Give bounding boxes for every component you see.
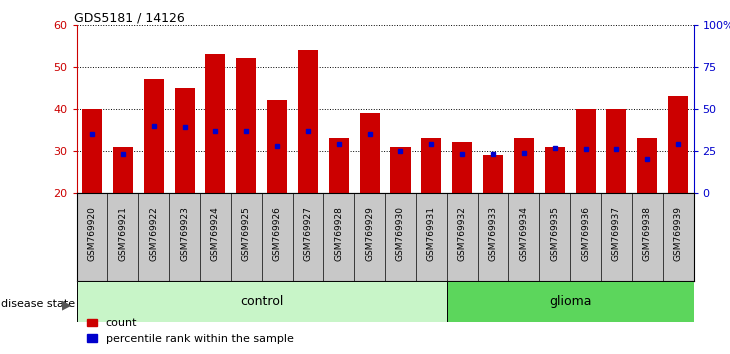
Text: glioma: glioma [549,295,591,308]
Bar [637,138,657,193]
Bar [483,155,503,193]
Text: GSM769923: GSM769923 [180,206,189,261]
Bar [514,138,534,193]
Text: GSM769932: GSM769932 [458,206,466,261]
Legend: count, percentile rank within the sample: count, percentile rank within the sample [82,314,298,348]
Bar [360,113,380,193]
Bar [113,147,133,193]
Text: GSM769939: GSM769939 [674,206,683,261]
Text: GSM769931: GSM769931 [427,206,436,261]
Text: GSM769927: GSM769927 [304,206,312,261]
Bar [77,281,447,322]
Text: GSM769921: GSM769921 [118,206,128,261]
Bar [82,109,102,193]
Bar [267,101,287,193]
Text: GSM769928: GSM769928 [334,206,343,261]
Bar [205,54,226,193]
Text: GSM769934: GSM769934 [519,206,529,261]
Bar [298,50,318,193]
Bar [237,58,256,193]
Bar [328,138,349,193]
Bar [545,147,565,193]
Bar [174,88,195,193]
Bar [452,143,472,193]
Text: ▶: ▶ [62,298,72,311]
Text: disease state: disease state [1,299,76,309]
Text: GDS5181 / 14126: GDS5181 / 14126 [74,12,184,25]
Text: GSM769929: GSM769929 [365,206,374,261]
Text: control: control [240,295,283,308]
Bar [668,96,688,193]
Bar [607,109,626,193]
Text: GSM769924: GSM769924 [211,206,220,261]
Text: GSM769926: GSM769926 [272,206,282,261]
Text: GSM769922: GSM769922 [149,206,158,261]
Bar [391,147,410,193]
Text: GSM769937: GSM769937 [612,206,621,261]
Bar [421,138,442,193]
Bar [447,281,694,322]
Text: GSM769920: GSM769920 [88,206,96,261]
Text: GSM769938: GSM769938 [642,206,652,261]
Text: GSM769935: GSM769935 [550,206,559,261]
Text: GSM769930: GSM769930 [396,206,405,261]
Text: GSM769933: GSM769933 [488,206,498,261]
Bar [144,79,164,193]
Text: GSM769925: GSM769925 [242,206,251,261]
Text: GSM769936: GSM769936 [581,206,590,261]
Bar [575,109,596,193]
